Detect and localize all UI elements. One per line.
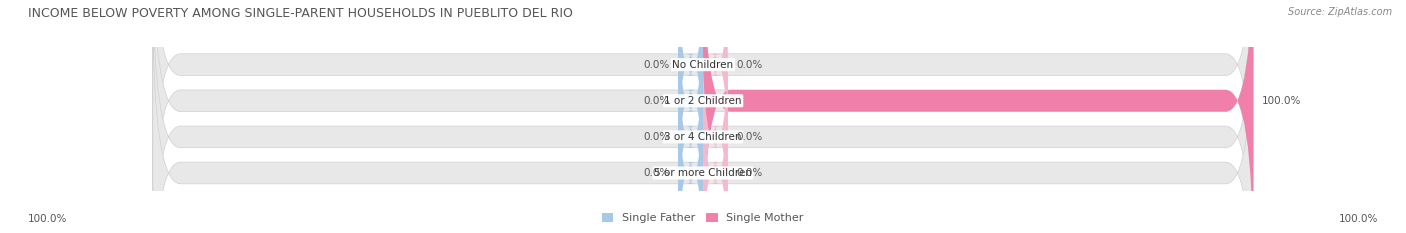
Text: Source: ZipAtlas.com: Source: ZipAtlas.com (1288, 7, 1392, 17)
FancyBboxPatch shape (678, 0, 703, 162)
FancyBboxPatch shape (703, 0, 1253, 233)
FancyBboxPatch shape (153, 3, 1253, 233)
Text: 3 or 4 Children: 3 or 4 Children (664, 132, 742, 142)
Text: 100.0%: 100.0% (1261, 96, 1301, 106)
Text: 1 or 2 Children: 1 or 2 Children (664, 96, 742, 106)
FancyBboxPatch shape (703, 39, 728, 233)
Text: No Children: No Children (672, 60, 734, 70)
Text: 100.0%: 100.0% (28, 214, 67, 224)
FancyBboxPatch shape (678, 39, 703, 233)
FancyBboxPatch shape (703, 75, 728, 233)
FancyBboxPatch shape (153, 0, 1253, 233)
Text: 0.0%: 0.0% (644, 168, 671, 178)
Text: INCOME BELOW POVERTY AMONG SINGLE-PARENT HOUSEHOLDS IN PUEBLITO DEL RIO: INCOME BELOW POVERTY AMONG SINGLE-PARENT… (28, 7, 574, 20)
Text: 0.0%: 0.0% (735, 168, 762, 178)
Text: 0.0%: 0.0% (735, 60, 762, 70)
Text: 0.0%: 0.0% (644, 96, 671, 106)
FancyBboxPatch shape (153, 0, 1253, 233)
Legend: Single Father, Single Mother: Single Father, Single Mother (598, 208, 808, 227)
Text: 0.0%: 0.0% (644, 60, 671, 70)
Text: 0.0%: 0.0% (644, 132, 671, 142)
FancyBboxPatch shape (703, 0, 728, 162)
Text: 5 or more Children: 5 or more Children (654, 168, 752, 178)
Text: 0.0%: 0.0% (735, 132, 762, 142)
FancyBboxPatch shape (678, 3, 703, 198)
Text: 100.0%: 100.0% (1339, 214, 1378, 224)
FancyBboxPatch shape (153, 0, 1253, 233)
FancyBboxPatch shape (678, 75, 703, 233)
